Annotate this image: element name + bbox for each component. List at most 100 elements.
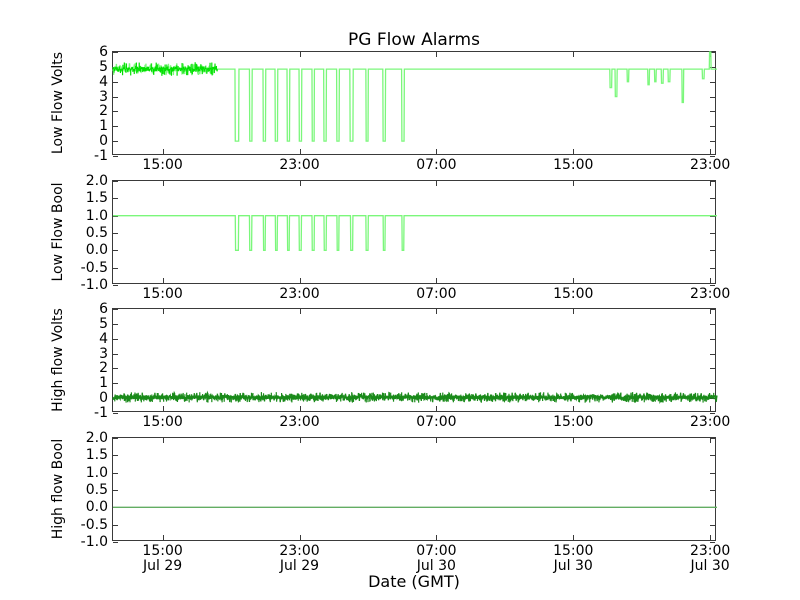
y-tick-label: 4 <box>99 73 108 90</box>
x-tick-label: 15:00 Jul 30 <box>553 543 594 574</box>
x-tickmark <box>573 438 575 443</box>
y-tick-label: -0.5 <box>80 259 108 276</box>
y-tickmark <box>710 198 715 200</box>
y-tickmark <box>710 472 715 474</box>
x-tick-label: 23:00 <box>279 286 320 302</box>
x-tick-label: 07:00 <box>416 414 457 430</box>
y-tickmark <box>113 111 118 113</box>
y-tick-label: 1.5 <box>85 447 108 464</box>
x-tick-label: 15:00 Jul 29 <box>142 543 183 574</box>
y-tickmark <box>710 111 715 113</box>
y-tick-label: 0.5 <box>85 225 108 241</box>
y-tick-label: -1.0 <box>80 534 108 550</box>
x-tick-label: 07:00 <box>416 286 457 302</box>
y-tick-label: 2 <box>99 103 108 120</box>
x-tick-label: 23:00 <box>279 157 320 173</box>
y-tick-label: 0.0 <box>85 242 108 259</box>
x-tickmark <box>436 406 438 411</box>
y-tickmark <box>710 181 715 182</box>
y-tick-label: 5 <box>99 315 108 332</box>
y-tickmark <box>113 438 118 439</box>
y-tickmark <box>113 250 118 252</box>
y-tick-label: 4 <box>99 330 108 347</box>
y-axis-label: Low Flow Bool <box>50 182 66 282</box>
subplot-4: -1.0 -0.5 0.0 0.5 1.0 1.5 2.0 15:00 Jul 29 23:00 J… <box>81 430 731 573</box>
x-tickmark <box>710 535 712 540</box>
subplot-3: -1 0 1 2 3 4 5 6 15:00 23:00 07:00 15:00 23:00 <box>94 301 730 429</box>
y-tickmark <box>113 338 118 340</box>
x-tickmark <box>436 278 438 283</box>
x-tickmark <box>710 438 712 443</box>
x-tick-label: 15:00 <box>142 414 183 430</box>
y-tickmark <box>710 353 715 355</box>
y-tickmark <box>710 126 715 128</box>
x-tick-label: 23:00 Jul 30 <box>689 543 731 574</box>
x-tickmark <box>573 52 575 57</box>
data-trace <box>113 215 717 251</box>
y-tick-label: 1 <box>99 118 108 135</box>
x-tickmark <box>710 406 712 411</box>
y-tick-label: 0.0 <box>85 499 108 516</box>
x-tick-label: 15:00 <box>142 157 183 173</box>
x-tick-label: 23:00 <box>689 414 731 430</box>
y-axis-label: High flow Volts <box>50 308 66 412</box>
y-tickmark <box>113 233 118 234</box>
y-tickmark <box>710 52 715 53</box>
x-tick-label: 23:00 Jul 29 <box>279 543 320 574</box>
y-tick-label: 2 <box>99 360 108 377</box>
y-tickmark <box>113 181 118 182</box>
y-tick-label: 0.5 <box>85 482 108 498</box>
x-tickmark <box>436 181 438 186</box>
data-trace <box>112 390 718 404</box>
x-tick-label: 07:00 Jul 30 <box>416 543 457 574</box>
y-tickmark <box>113 156 118 157</box>
y-tickmark <box>113 472 118 474</box>
x-tickmark <box>162 52 164 57</box>
y-tickmark <box>710 233 715 234</box>
y-tickmark <box>113 198 118 200</box>
y-tickmark <box>710 309 715 310</box>
y-tickmark <box>113 383 118 385</box>
x-tickmark <box>299 309 301 314</box>
y-tickmark <box>113 542 118 543</box>
data-trace <box>113 506 717 508</box>
y-tickmark <box>113 353 118 355</box>
y-tickmark <box>710 368 715 370</box>
data-trace <box>112 51 717 142</box>
y-tickmark <box>113 52 118 53</box>
y-tickmark <box>113 96 118 98</box>
x-tickmark <box>299 52 301 57</box>
x-tickmark <box>710 149 712 154</box>
x-tickmark <box>436 438 438 443</box>
x-tickmark <box>162 278 164 283</box>
y-tickmark <box>113 455 118 457</box>
x-tick-label: 23:00 <box>689 157 731 173</box>
y-tick-label: 2.0 <box>85 173 108 189</box>
x-tick-label: 23:00 <box>279 414 320 430</box>
y-tickmark <box>710 267 715 269</box>
x-tickmark <box>162 149 164 154</box>
y-tick-label: 1 <box>99 375 108 392</box>
x-tick-label: 07:00 <box>416 157 457 173</box>
y-tick-label: -1 <box>94 405 108 421</box>
x-tick-label: 23:00 <box>689 286 731 302</box>
y-tickmark <box>710 66 715 68</box>
y-tick-label: 1.0 <box>85 464 108 481</box>
y-tickmark <box>710 250 715 252</box>
x-tick-label: 15:00 <box>553 157 594 173</box>
x-tickmark <box>710 309 712 314</box>
x-tickmark <box>299 181 301 186</box>
x-tickmark <box>573 406 575 411</box>
y-tick-label: 0 <box>99 390 108 407</box>
x-tickmark <box>299 278 301 283</box>
y-tickmark <box>113 368 118 370</box>
x-tickmark <box>573 278 575 283</box>
x-tickmark <box>573 535 575 540</box>
x-tickmark <box>573 181 575 186</box>
x-tickmark <box>299 149 301 154</box>
x-tickmark <box>436 149 438 154</box>
y-tickmark <box>710 285 715 286</box>
x-tickmark <box>299 406 301 411</box>
y-tick-label: 6 <box>99 44 108 60</box>
